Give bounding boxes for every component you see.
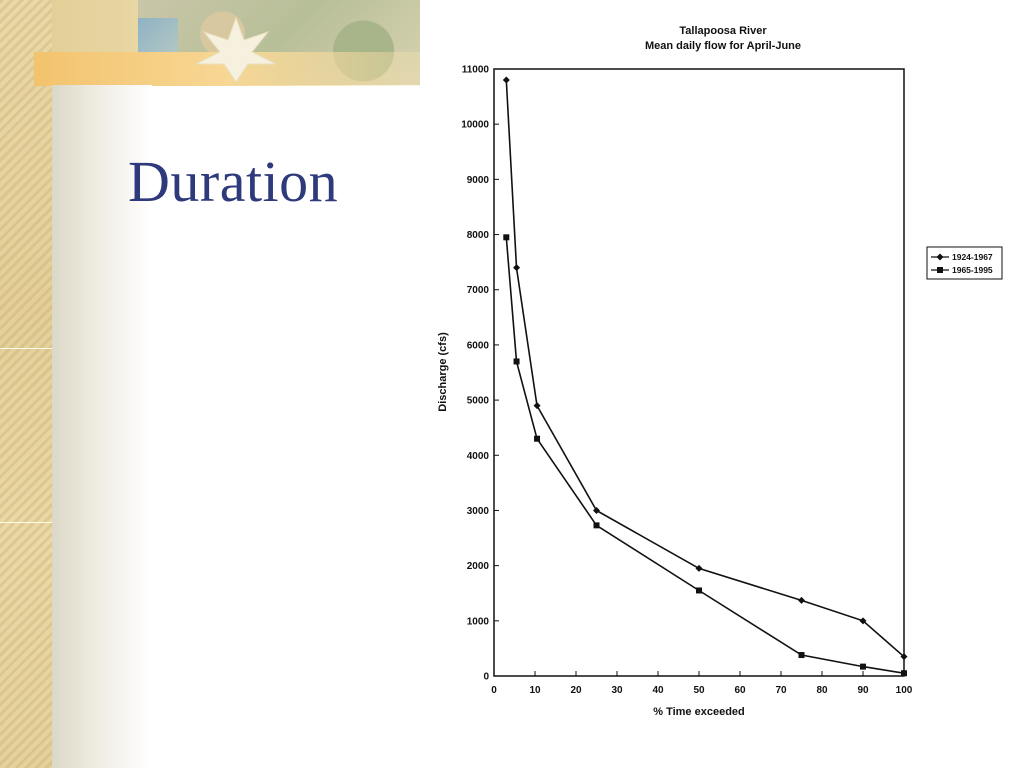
- data-point-1965-1995: [696, 587, 702, 594]
- legend: 1924-1967 1965-1995: [926, 246, 1003, 280]
- y-tick-label: 9000: [467, 175, 490, 186]
- data-point-1924-1967: [513, 264, 521, 272]
- parchment-sidebar: [0, 0, 52, 768]
- series-line-1965-1995: [505, 237, 905, 674]
- series-markers: [502, 76, 908, 677]
- x-tick-label: 70: [775, 685, 787, 696]
- y-tick-label: 8000: [467, 230, 490, 241]
- x-tick-label: 40: [652, 685, 664, 696]
- y-tick-label: 2000: [467, 561, 490, 572]
- y-axis: 0 1000 2000 3000 4000 5000 6000 7000 8000 9000 100…: [461, 65, 499, 683]
- x-tick-label: 20: [570, 685, 582, 696]
- data-point-1965-1995: [534, 435, 541, 442]
- duration-chart: Tallapoosa River Mean daily flow for Apr…: [437, 25, 1003, 718]
- decorative-tile-accent: [138, 18, 178, 58]
- data-point-1965-1995: [593, 522, 600, 529]
- y-tick-label: 1000: [467, 616, 490, 627]
- data-point-1965-1995: [503, 234, 510, 241]
- shadow-band: [52, 85, 152, 768]
- y-tick-label: 3000: [467, 506, 490, 517]
- data-point-1924-1967: [533, 402, 541, 410]
- x-tick-label: 100: [896, 685, 913, 696]
- data-point-1924-1967: [798, 596, 805, 604]
- data-point-1924-1967: [593, 506, 600, 514]
- data-point-1965-1995: [860, 663, 866, 670]
- chart-title: Tallapoosa River: [679, 25, 767, 37]
- x-tick-label: 60: [734, 685, 746, 696]
- parchment-seam: [0, 348, 52, 349]
- chart-panel: Tallapoosa River Mean daily flow for Apr…: [430, 0, 1024, 768]
- data-point-1965-1995: [513, 358, 520, 365]
- data-point-1965-1995: [901, 670, 907, 677]
- plot-frame: [493, 68, 905, 677]
- y-tick-label: 7000: [467, 285, 490, 296]
- x-tick-label: 30: [611, 685, 623, 696]
- legend-label-1924-1967: 1924-1967: [952, 252, 993, 262]
- data-point-1924-1967: [859, 617, 867, 625]
- legend-marker-diamond: [936, 253, 944, 261]
- data-point-1924-1967: [695, 564, 703, 572]
- slide-title: Duration: [128, 149, 339, 214]
- chart-subtitle: Mean daily flow for April-June: [645, 40, 801, 52]
- data-point-1965-1995: [798, 652, 805, 659]
- y-tick-label: 11000: [462, 65, 490, 76]
- y-axis-label: Discharge (cfs): [437, 332, 449, 412]
- x-tick-label: 90: [857, 685, 869, 696]
- legend-marker-square: [937, 267, 943, 273]
- y-tick-label: 5000: [467, 396, 490, 407]
- legend-box: [926, 246, 1003, 280]
- x-tick-label: 50: [693, 685, 705, 696]
- y-tick-label: 4000: [467, 451, 490, 462]
- y-tick-label: 10000: [461, 120, 489, 131]
- leaf-icon: [195, 16, 277, 83]
- data-point-1924-1967: [502, 76, 510, 84]
- legend-label-1965-1995: 1965-1995: [952, 265, 993, 275]
- data-point-1924-1967: [900, 653, 908, 661]
- x-tick-label: 80: [816, 685, 828, 696]
- y-tick-label: 6000: [467, 340, 490, 351]
- y-tick-label: 0: [483, 672, 489, 683]
- series-lines: [505, 79, 905, 674]
- x-axis: 0 10 20 30 40 50 60 70 80 90 100: [491, 671, 913, 696]
- x-tick-label: 0: [491, 685, 497, 696]
- x-axis-label: % Time exceeded: [653, 706, 745, 718]
- x-tick-label: 10: [529, 685, 541, 696]
- parchment-seam: [0, 522, 52, 523]
- series-line-1924-1967: [505, 79, 905, 658]
